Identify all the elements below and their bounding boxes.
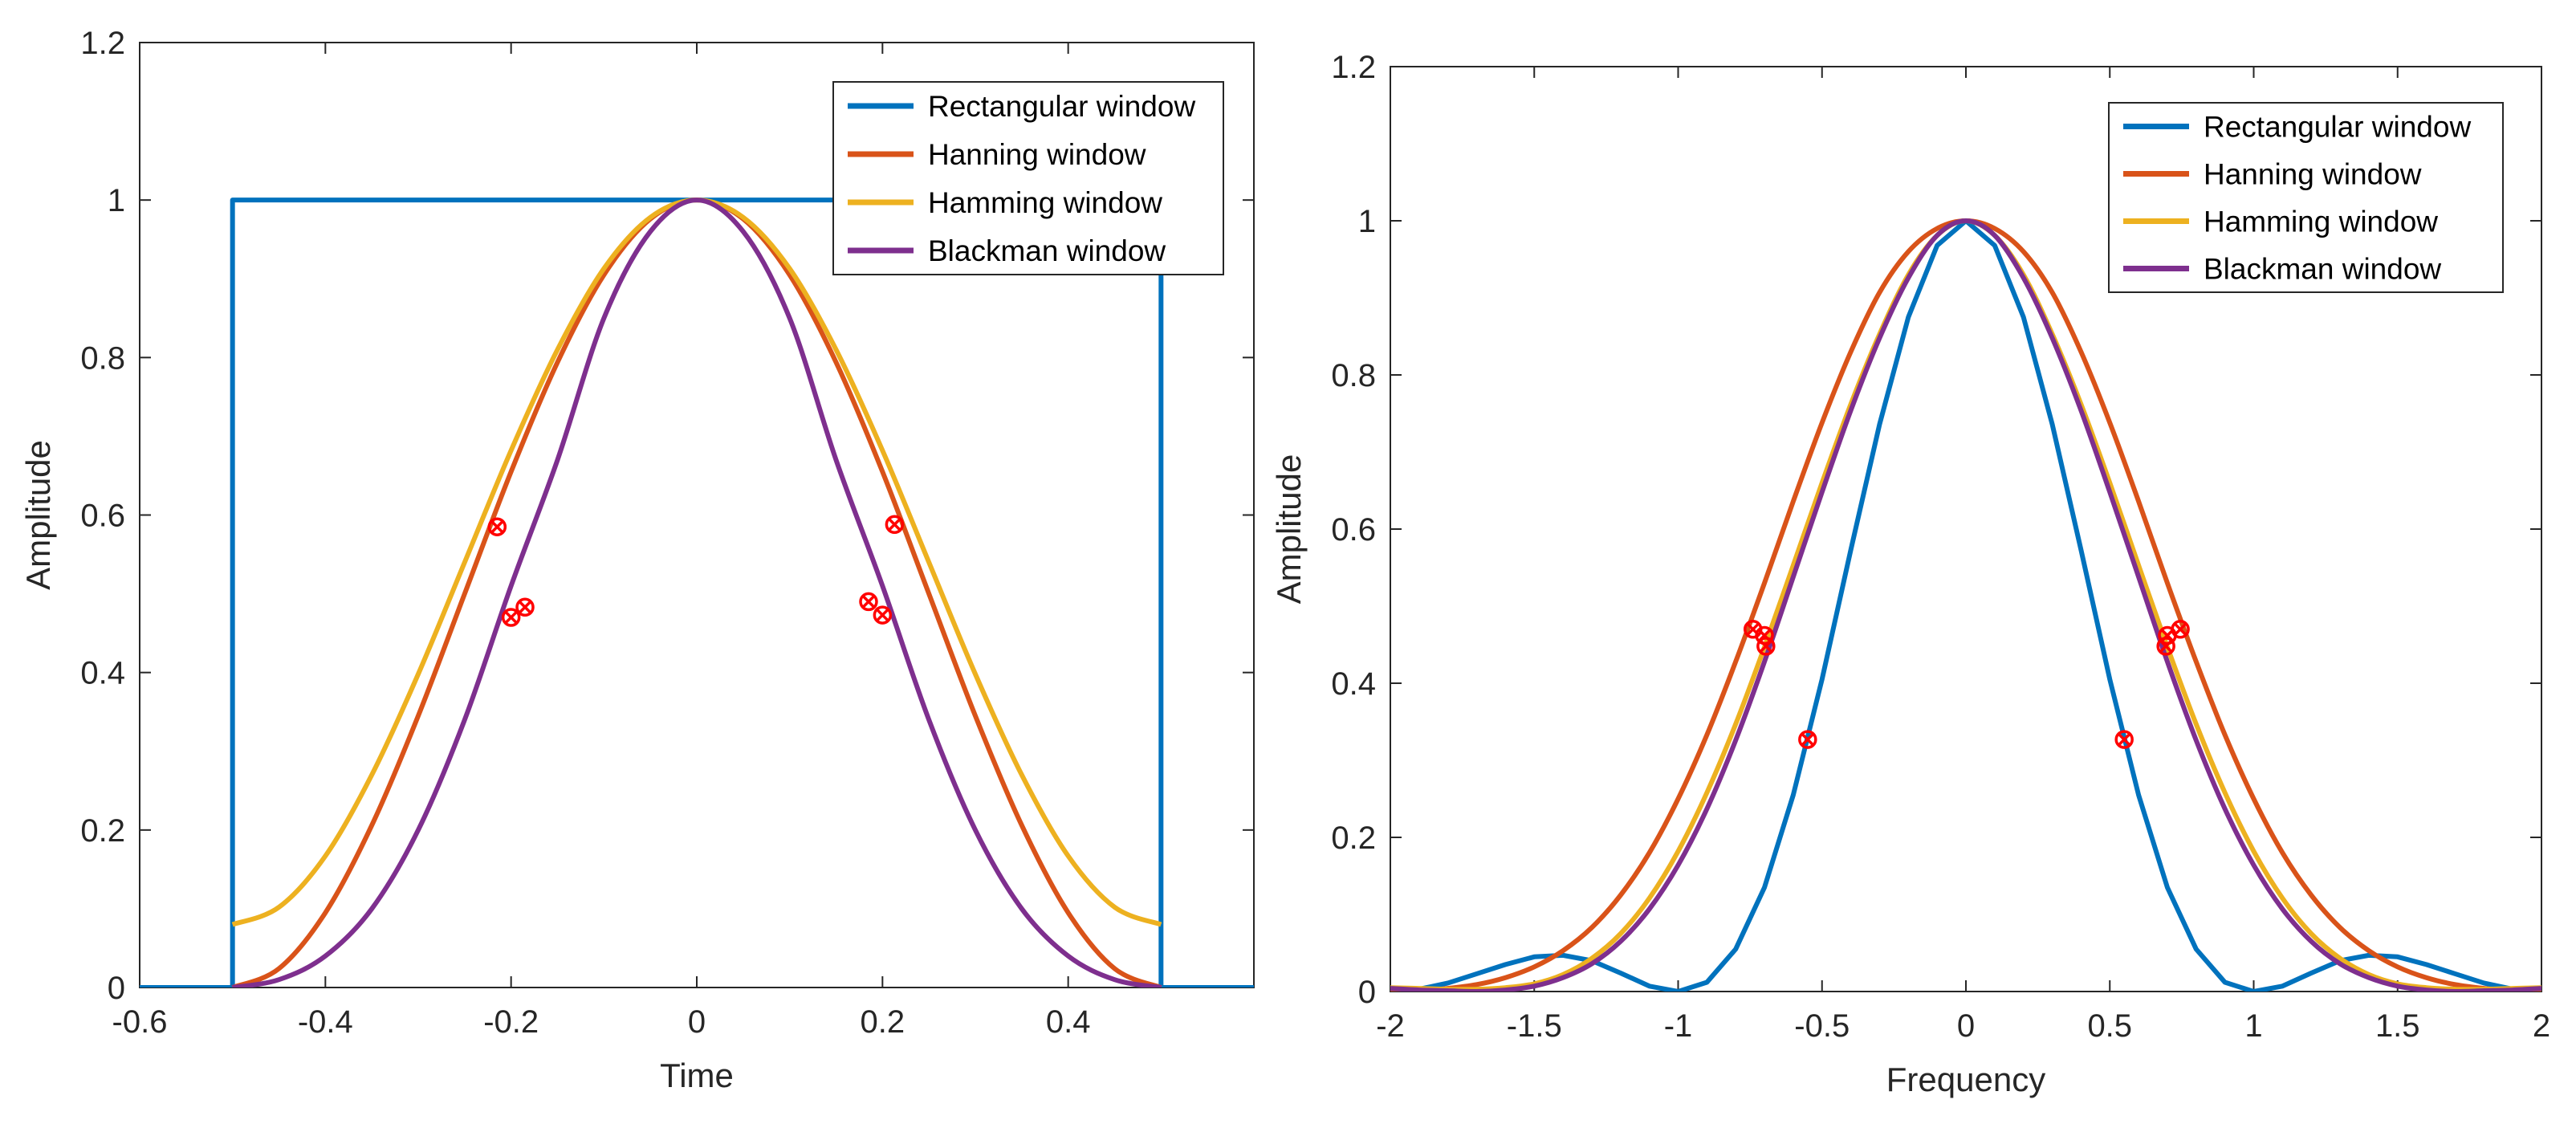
chart0-y-tick-label: 1.2 [80, 26, 125, 61]
chart0-x-tick-label: 0 [688, 1004, 706, 1040]
chart1-series-line-blackman-window [1390, 218, 2541, 992]
time-domain-chart: -0.6 -0.4 -0.2 0 0.2 0.4 0 0.2 0.4 0.6 0.8 1 1.2 Time… [19, 26, 1255, 1094]
chart0-legend-box [832, 81, 1224, 275]
chart0-y-tick-label: 0.6 [80, 499, 125, 534]
chart1-x-axis-label: Frequency [1886, 1061, 2045, 1098]
chart1-x-tick-label: -0.5 [1794, 1008, 1850, 1044]
chart0-x-tick-label: -0.4 [298, 1004, 353, 1040]
chart1-legend: Rectangular window Hanning window Hamming … [2108, 102, 2504, 293]
chart1-x-tick-label: -2 [1376, 1008, 1405, 1044]
chart0-x-tick-label: 0.2 [861, 1004, 905, 1040]
chart0-marker-point [859, 592, 878, 612]
chart1-x-tick-label: 1 [2244, 1008, 2262, 1044]
chart1-x-tick-label: 1.5 [2375, 1008, 2420, 1044]
chart0-x-axis-label: Time [660, 1057, 734, 1094]
chart0-y-tick-label: 0.8 [80, 340, 125, 376]
chart0-marker-point [885, 515, 905, 535]
frequency-domain-chart: -2 -1.5 -1 -0.5 0 0.5 1 1.5 2 0 0.2 0.4 0.6 0.8 1 1.2 Fr… [1270, 50, 2550, 1098]
chart0-marker-point [515, 597, 535, 617]
chart0-y-axis-label: Amplitude [19, 440, 57, 590]
chart1-series-group [1390, 218, 2541, 992]
chart1-x-tick-label: 0 [1957, 1008, 1975, 1044]
chart0-y-tick-label: 1 [108, 183, 125, 218]
chart0-legend-label-hamming-window: Hamming window [928, 186, 1162, 219]
chart1-marker-point [1756, 637, 1776, 656]
chart0-series-group [140, 198, 1254, 988]
chart0-marker-point [487, 517, 507, 536]
chart0-legend: Rectangular window Hanning window Hamming … [832, 81, 1224, 275]
chart0-marker-point [501, 608, 521, 627]
chart1-y-tick-label: 0.6 [1331, 512, 1376, 548]
chart0-legend-label-hanning-window: Hanning window [928, 138, 1146, 171]
chart0-x-tick-label: 0.4 [1046, 1004, 1091, 1040]
chart1-marker-point [1798, 730, 1817, 749]
chart0-legend-label-rectangular-window: Rectangular window [928, 90, 1195, 123]
chart1-x-tick-label: -1.5 [1507, 1008, 1562, 1044]
chart1-y-tick-label: 0 [1358, 975, 1376, 1010]
chart1-y-tick-label: 1 [1358, 204, 1376, 239]
chart1-x-tick-label: 2 [2533, 1008, 2550, 1044]
chart0-x-tick-label: -0.2 [483, 1004, 539, 1040]
chart1-y-tick-label: 0.8 [1331, 358, 1376, 393]
chart1-y-axis-label: Amplitude [1270, 454, 1308, 605]
chart0-series-line-blackman-window [232, 198, 1162, 988]
chart1-legend-label-blackman-window: Blackman window [2204, 253, 2441, 286]
chart1-legend-label-rectangular-window: Rectangular window [2204, 111, 2471, 144]
chart0-x-tick-label: -0.6 [112, 1004, 168, 1040]
chart1-y-tick-label: 1.2 [1331, 50, 1376, 85]
chart0-marker-point [873, 605, 893, 625]
chart1-marker-point [2114, 730, 2134, 749]
chart1-x-tick-label: 0.5 [2087, 1008, 2132, 1044]
chart0-y-tick-label: 0.2 [80, 813, 125, 849]
chart1-y-tick-label: 0.4 [1331, 666, 1376, 702]
chart1-legend-label-hanning-window: Hanning window [2204, 158, 2422, 191]
chart1-legend-label-hamming-window: Hamming window [2204, 206, 2438, 238]
chart0-y-tick-label: 0.4 [80, 656, 125, 691]
chart1-legend-box [2108, 102, 2504, 293]
chart1-y-tick-label: 0.2 [1331, 821, 1376, 856]
chart0-legend-label-blackman-window: Blackman window [928, 234, 1166, 267]
chart1-x-tick-label: -1 [1664, 1008, 1693, 1044]
chart1-marker-point [2171, 620, 2190, 639]
chart0-y-tick-label: 0 [108, 971, 125, 1006]
